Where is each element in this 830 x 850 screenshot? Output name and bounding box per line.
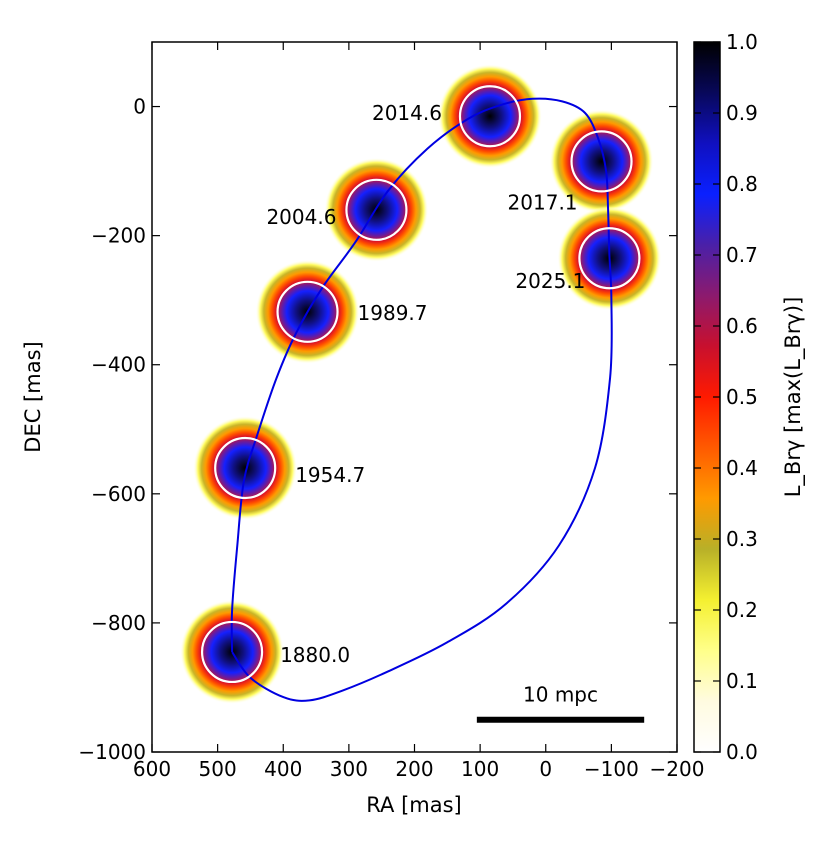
emission-blob	[549, 109, 654, 214]
x-tick-label: 200	[395, 757, 433, 781]
orbit-line	[230, 97, 613, 702]
x-tick-label: 0	[539, 757, 552, 781]
x-axis-label: RA [mas]	[366, 793, 461, 817]
colorbar-tick-label: 0.2	[726, 598, 758, 622]
epoch-label: 2017.1	[508, 190, 578, 214]
x-tick-label: 500	[199, 757, 237, 781]
peak-circle	[276, 280, 339, 343]
epoch-label: 2004.6	[266, 205, 336, 229]
peak-circle	[458, 85, 522, 148]
peak-circles	[200, 85, 641, 684]
y-axis-ticks: −1000 −800 −600 −400 −200 0	[78, 95, 677, 764]
colorbar-tick-label: 0.8	[726, 172, 758, 196]
epoch-label: 1954.7	[295, 463, 365, 487]
x-tick-label: 400	[264, 757, 302, 781]
epoch-labels: 1880.0 1954.7 1989.7 2004.6 2014.6 2017.1 2025…	[266, 101, 585, 667]
epoch-label: 2025.1	[515, 269, 585, 293]
emission-blob	[437, 64, 542, 169]
colorbar-tick-label: 0.3	[726, 527, 758, 551]
y-tick-label: −800	[91, 611, 146, 635]
colorbar: 0.0 0.1 0.2 0.3 0.4 0.5 0.6 0.7 0.8 0.9 1.0 L_Brγ …	[693, 30, 806, 764]
colorbar-tick-label: 0.7	[726, 243, 758, 267]
epoch-label: 1989.7	[358, 301, 428, 325]
x-axis-ticks: 600 500 400 300 200 100 0 −100 −200	[133, 42, 705, 781]
peak-circle	[345, 178, 408, 241]
scale-bar: 10 mpc	[476, 683, 645, 723]
y-tick-label: −1000	[78, 740, 146, 764]
colorbar-tick-label: 0.1	[726, 669, 758, 693]
colorbar-tick-label: 1.0	[726, 30, 758, 54]
colorbar-label: L_Brγ [max(L_Brγ)]	[781, 297, 806, 498]
epoch-label: 2014.6	[372, 101, 442, 125]
peak-circle	[570, 130, 633, 193]
peak-circle	[578, 227, 641, 290]
colorbar-tick-label: 0.5	[726, 385, 758, 409]
colorbar-tick-label: 0.9	[726, 101, 758, 125]
y-tick-label: −400	[91, 353, 146, 377]
y-axis-label: DEC [mas]	[21, 341, 45, 452]
x-tick-label: 300	[330, 757, 368, 781]
plot-area: 1880.0 1954.7 1989.7 2004.6 2014.6 2017.1 2025…	[151, 41, 678, 753]
y-tick-label: −200	[91, 224, 146, 248]
emission-blob	[193, 416, 298, 520]
x-tick-label: 600	[133, 757, 171, 781]
y-tick-label: −600	[91, 482, 146, 506]
peak-circle	[214, 436, 277, 500]
scale-bar-label: 10 mpc	[523, 683, 598, 707]
colorbar-tick-label: 0.0	[726, 740, 758, 764]
colorbar-ticks: 0.0 0.1 0.2 0.3 0.4 0.5 0.6 0.7 0.8 0.9 1.0	[694, 30, 758, 764]
colorbar-tick-label: 0.6	[726, 314, 758, 338]
colorbar-tick-label: 0.4	[726, 456, 758, 480]
peak-circle	[200, 620, 264, 684]
x-tick-label: −200	[650, 757, 705, 781]
x-tick-label: −100	[584, 757, 639, 781]
emission-blobs	[180, 64, 662, 704]
y-tick-label: 0	[133, 95, 146, 119]
x-tick-label: 100	[461, 757, 499, 781]
epoch-label: 1880.0	[280, 643, 350, 667]
